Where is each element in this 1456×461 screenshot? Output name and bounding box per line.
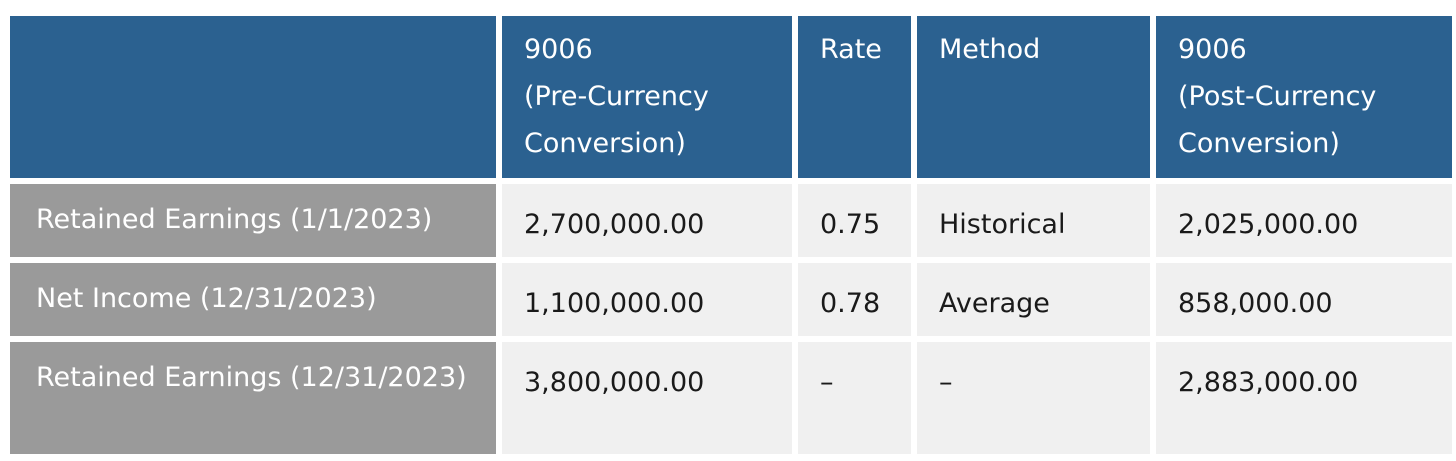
- header-post-currency: 9006 (Post-Currency Conversion): [1156, 16, 1452, 178]
- header-rate: Rate: [798, 16, 911, 178]
- row2-method: Average: [917, 263, 1150, 336]
- row1-rate: 0.75: [798, 184, 911, 257]
- row-label-retained-earnings-end: Retained Earnings (12/31/2023): [10, 342, 496, 454]
- row1-pre-value: 2,700,000.00: [502, 184, 792, 257]
- header-method: Method: [917, 16, 1150, 178]
- row-label-net-income: Net Income (12/31/2023): [10, 263, 496, 336]
- row3-post-value: 2,883,000.00: [1156, 342, 1452, 454]
- row1-post-value: 2,025,000.00: [1156, 184, 1452, 257]
- row3-rate: –: [798, 342, 911, 454]
- header-pre-currency: 9006 (Pre-Currency Conversion): [502, 16, 792, 178]
- row-label-retained-earnings-start: Retained Earnings (1/1/2023): [10, 184, 496, 257]
- header-empty: [10, 16, 496, 178]
- row2-post-value: 858,000.00: [1156, 263, 1452, 336]
- row1-method: Historical: [917, 184, 1150, 257]
- row2-rate: 0.78: [798, 263, 911, 336]
- row3-pre-value: 3,800,000.00: [502, 342, 792, 454]
- row3-method: –: [917, 342, 1150, 454]
- currency-conversion-table: 9006 (Pre-Currency Conversion) Rate Meth…: [10, 16, 1452, 454]
- row2-pre-value: 1,100,000.00: [502, 263, 792, 336]
